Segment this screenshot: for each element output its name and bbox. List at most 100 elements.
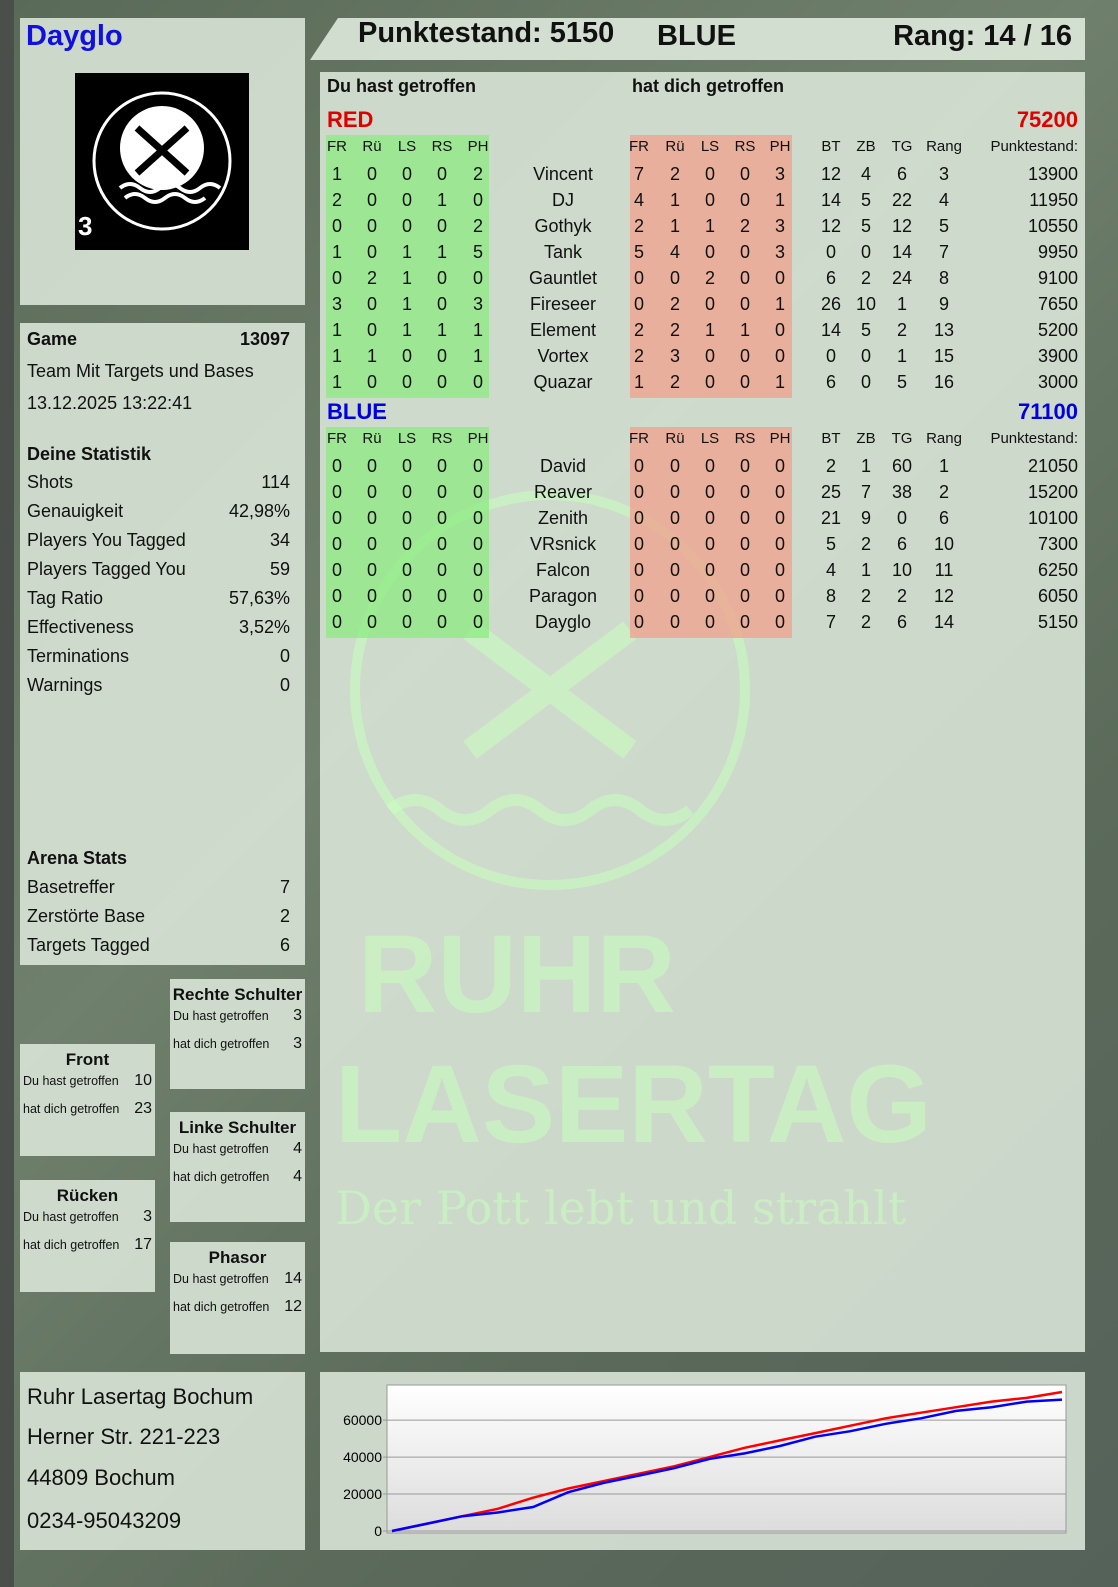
hit-you-cell: 0	[739, 268, 750, 288]
zone-value: 4	[293, 1168, 302, 1185]
hit-you-cell: 3	[774, 216, 785, 236]
player-name: Dayglo	[534, 612, 592, 632]
you-hit-cell: 0	[436, 346, 447, 366]
stat-cell: 0	[860, 346, 871, 366]
column-header: LS	[397, 430, 417, 447]
player-score: 9100	[1037, 268, 1078, 288]
you-hit-cell: 2	[472, 164, 483, 184]
hit-you-cell: 2	[739, 216, 750, 236]
hit-you-cell: 3	[774, 164, 785, 184]
stats-title: Deine Statistik	[27, 444, 290, 465]
stat-cell: 38	[891, 482, 913, 502]
y-tick-label: 20000	[343, 1486, 382, 1502]
zone-label: hat dich getroffen	[173, 1300, 270, 1314]
zone-label: Du hast getroffen	[23, 1210, 119, 1224]
stats-panel	[20, 323, 305, 965]
arena-label: Zerstörte Base	[27, 906, 146, 926]
hit-you-cell: 0	[774, 586, 785, 606]
you-hit-cell: 0	[436, 508, 447, 528]
hit-you-cell: 0	[704, 586, 715, 606]
zone-title: Front	[65, 1050, 110, 1069]
you-hit-cell: 0	[472, 482, 483, 502]
stat-row: Shots 114	[27, 472, 290, 493]
hit-you-cell: 0	[739, 586, 750, 606]
hit-you-cell: 2	[633, 346, 644, 366]
stat-cell: 9	[938, 294, 949, 314]
hit-you-cell: 0	[774, 534, 785, 554]
hit-you-cell: 1	[774, 294, 785, 314]
you-hit-cell: 0	[401, 164, 412, 184]
player-panel: Dayglo 3	[20, 18, 305, 305]
you-hit-cell: 1	[331, 320, 342, 340]
player-score: 10550	[1027, 216, 1078, 236]
club-logo: 3	[75, 73, 249, 250]
series-line-1	[391, 1398, 1063, 1533]
column-header: RS	[431, 138, 453, 155]
hit-you-cell: 0	[739, 346, 750, 366]
player-name: VRsnick	[529, 534, 596, 554]
arena-value: 2	[279, 906, 290, 926]
column-header: Rang	[926, 138, 962, 155]
hit-you-cell: 1	[704, 216, 715, 236]
column-header: TG	[891, 430, 913, 447]
stat-label: Shots	[27, 472, 74, 492]
zone-title: Rechte Schulter	[172, 985, 303, 1004]
zone-value: 17	[134, 1236, 152, 1253]
hit-you-cell: 0	[669, 534, 680, 554]
player-score: 7300	[1037, 534, 1078, 554]
you-hit-cell: 0	[436, 456, 447, 476]
stat-cell: 25	[820, 482, 842, 502]
you-hit-cell: 0	[366, 534, 377, 554]
you-hit-heading: Du hast getroffen	[327, 76, 477, 96]
hit-you-cell: 0	[704, 164, 715, 184]
you-hit-cell: 5	[472, 242, 483, 262]
y-tick-label: 0	[374, 1523, 382, 1539]
player-score: 5200	[1037, 320, 1078, 340]
you-hit-cell: 0	[366, 320, 377, 340]
hit-you-cell: 0	[633, 482, 644, 502]
score-chart: 0 20000 40000 60000	[343, 1384, 1067, 1539]
game-label: Game	[27, 329, 78, 349]
hit-you-cell: 0	[704, 346, 715, 366]
hit-you-cell: 4	[633, 190, 644, 210]
you-hit-cell: 0	[472, 372, 483, 392]
hit-you-highlight	[630, 427, 792, 638]
hit-you-cell: 1	[669, 190, 680, 210]
player-name: Element	[529, 320, 597, 340]
hit-you-cell: 0	[739, 372, 750, 392]
you-hit-highlight	[326, 427, 489, 638]
hit-you-cell: 0	[774, 346, 785, 366]
watermark-logo-icon	[350, 490, 750, 890]
zone-label: Du hast getroffen	[173, 1142, 269, 1156]
hit-you-cell: 0	[739, 190, 750, 210]
hit-you-cell: 0	[704, 612, 715, 632]
you-hit-cell: 0	[436, 294, 447, 314]
hit-you-cell: 1	[739, 320, 750, 340]
hit-you-cell: 0	[739, 164, 750, 184]
arena-row: Basetreffer 7	[27, 877, 290, 898]
player-name: David	[539, 456, 587, 476]
stat-cell: 8	[825, 586, 836, 606]
you-hit-cell: 1	[366, 346, 377, 366]
you-hit-cell: 0	[436, 482, 447, 502]
stat-cell: 14	[891, 242, 913, 262]
you-hit-cell: 0	[472, 190, 483, 210]
you-hit-cell: 2	[366, 268, 377, 288]
you-hit-cell: 0	[472, 560, 483, 580]
hit-you-cell: 1	[774, 372, 785, 392]
you-hit-cell: 3	[331, 294, 342, 314]
stat-cell: 24	[891, 268, 913, 288]
hit-you-cell: 0	[739, 508, 750, 528]
hit-you-cell: 0	[739, 482, 750, 502]
zone-label: hat dich getroffen	[173, 1037, 270, 1051]
player-name: Gothyk	[534, 216, 592, 236]
stat-cell: 10	[855, 294, 877, 314]
zone-value: 3	[293, 1007, 302, 1024]
you-hit-cell: 0	[366, 586, 377, 606]
stat-row: Warnings 0	[27, 675, 290, 696]
hit-you-cell: 0	[704, 534, 715, 554]
logo-badge: 3	[78, 211, 93, 241]
column-header: TG	[891, 138, 913, 155]
stat-cell: 2	[860, 534, 871, 554]
you-hit-cell: 1	[401, 268, 412, 288]
